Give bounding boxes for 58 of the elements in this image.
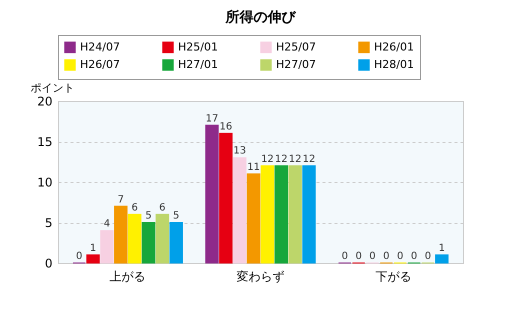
y-tick-label: 5 [44, 216, 52, 230]
data-label: 0 [355, 251, 362, 262]
data-label: 5 [173, 210, 180, 222]
x-tick-label: 下がる [375, 270, 412, 284]
y-tick-label: 15 [37, 135, 52, 149]
bar [274, 165, 288, 264]
data-label: 0 [424, 251, 432, 262]
data-label: 1 [90, 242, 96, 254]
y-tick-label: 20 [37, 94, 52, 108]
data-label: 13 [233, 146, 246, 157]
data-label: 0 [369, 251, 376, 262]
bar [142, 222, 156, 264]
x-tick-label: 上がる [110, 270, 146, 284]
y-tick-label: 0 [44, 256, 52, 270]
data-label: 12 [288, 154, 302, 165]
data-label: 7 [118, 194, 124, 206]
bar [205, 124, 219, 264]
bar [232, 157, 246, 264]
data-label: 11 [247, 162, 260, 173]
data-label: 12 [274, 154, 288, 165]
data-label: 0 [383, 251, 390, 262]
bar [100, 230, 114, 264]
legend-label: H27/07 [276, 58, 316, 71]
legend-label: H24/07 [80, 40, 120, 54]
data-label: 12 [261, 154, 274, 165]
data-label: 0 [76, 251, 82, 262]
legend-label: H25/01 [178, 40, 218, 54]
bar [86, 254, 100, 264]
data-label: 0 [410, 251, 418, 262]
y-tick-label: 10 [37, 176, 52, 190]
bar [128, 214, 142, 264]
data-label: 6 [131, 202, 138, 214]
bar [435, 254, 449, 264]
y-axis-title: ポイント [30, 82, 74, 94]
x-tick-label: 変わらず [236, 270, 284, 284]
data-label: 4 [104, 218, 110, 230]
chart-title: 所得の伸び [224, 10, 296, 26]
data-label: 12 [302, 154, 316, 165]
legend-label: H27/01 [178, 58, 218, 71]
bar [260, 165, 274, 264]
bar [219, 132, 233, 264]
data-label: 0 [342, 251, 348, 262]
legend-label: H28/01 [374, 58, 414, 71]
legend-label: H25/07 [276, 40, 316, 54]
data-label: 17 [206, 113, 218, 124]
data-label: 1 [438, 242, 445, 254]
legend-label: H26/01 [374, 40, 414, 54]
bar [169, 222, 183, 264]
data-label: 16 [219, 121, 232, 132]
data-label: 0 [397, 251, 404, 262]
bar [246, 173, 260, 264]
data-label: 5 [145, 210, 152, 222]
bar [302, 165, 316, 264]
bar [156, 214, 170, 264]
data-label: 6 [159, 202, 166, 214]
legend-label: H26/07 [80, 58, 120, 71]
bar [288, 165, 302, 264]
bar [114, 206, 128, 264]
